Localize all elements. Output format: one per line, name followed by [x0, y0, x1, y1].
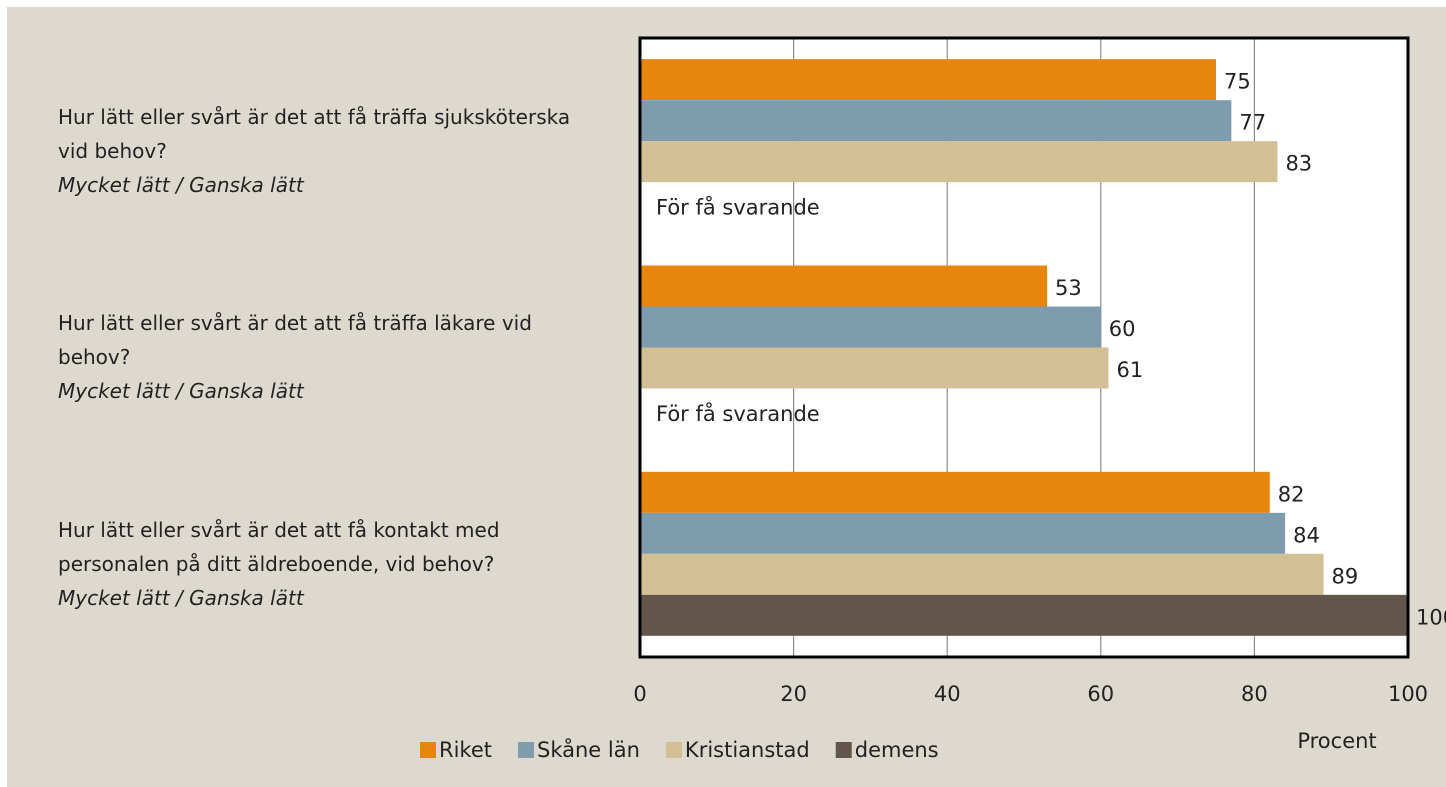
legend-swatch: [518, 742, 534, 758]
bar: [640, 512, 1286, 554]
category-label: Hur lätt eller svårt är det att få träff…: [58, 254, 598, 460]
category-text: Hur lätt eller svårt är det att få träff…: [58, 105, 571, 164]
value-label: 82: [1278, 482, 1305, 506]
legend-label: demens: [855, 738, 939, 762]
x-tick-label: 20: [780, 682, 807, 706]
category-label: Hur lätt eller svårt är det att få konta…: [58, 461, 598, 667]
value-label: 84: [1293, 523, 1320, 547]
chart: 0 20 40 60 80 100 75 77 83 För få svarande 53 60 61 F…: [420, 36, 1446, 762]
legend-label: Kristianstad: [685, 738, 810, 762]
value-label: För få svarande: [656, 195, 820, 220]
value-label: 89: [1332, 564, 1359, 588]
bar: [640, 265, 1048, 307]
bar: [640, 553, 1324, 595]
category-label: Hur lätt eller svårt är det att få träff…: [58, 48, 598, 254]
legend-swatch: [835, 742, 852, 758]
x-axis-label: Procent: [1297, 729, 1376, 753]
legend-label: Riket: [439, 738, 492, 762]
legend-swatch: [420, 742, 436, 758]
value-label: För få svarande: [656, 401, 820, 426]
bar: [640, 59, 1216, 101]
bar: [640, 347, 1109, 389]
value-label: 60: [1109, 317, 1136, 341]
value-label: 53: [1055, 276, 1082, 300]
bar: [640, 141, 1278, 183]
category-note: Mycket lätt / Ganska lätt: [58, 379, 304, 404]
category-text: Hur lätt eller svårt är det att få konta…: [58, 517, 500, 576]
category-note: Mycket lätt / Ganska lätt: [58, 585, 304, 610]
plot-border: [638, 36, 1410, 659]
x-tick-label: 100: [1388, 682, 1428, 706]
legend-label: Skåne län: [537, 737, 640, 762]
category-text: Hur lätt eller svårt är det att få träff…: [58, 311, 532, 370]
x-tick-label: 80: [1241, 682, 1268, 706]
value-label: 75: [1224, 70, 1251, 94]
x-tick-label: 60: [1087, 682, 1114, 706]
legend-swatch: [665, 742, 682, 758]
bar: [640, 306, 1101, 348]
value-label: 100: [1416, 605, 1446, 629]
bar: [640, 594, 1408, 636]
value-label: 83: [1285, 152, 1312, 176]
value-label: 61: [1116, 358, 1143, 382]
bar: [640, 100, 1232, 142]
x-tick-label: 0: [633, 682, 646, 706]
x-tick-label: 40: [934, 682, 961, 706]
chart-area: 0 20 40 60 80 100 75 77 83 För få svarande 53 60 61 F…: [7, 7, 1446, 787]
category-note: Mycket lätt / Ganska lätt: [58, 173, 304, 198]
value-label: 77: [1239, 111, 1266, 135]
bar: [640, 471, 1270, 513]
